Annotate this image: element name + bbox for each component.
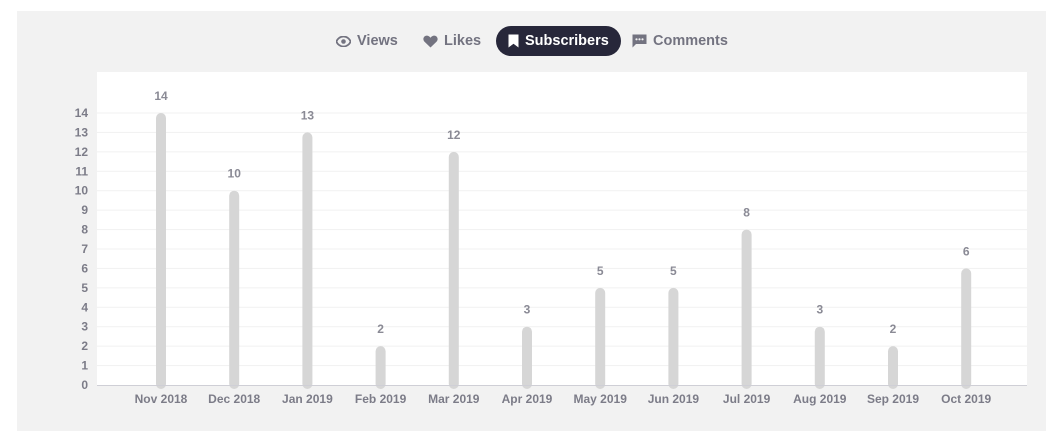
data-label: 5	[597, 264, 604, 278]
bar[interactable]	[595, 287, 606, 389]
y-tick-label: 2	[81, 339, 88, 353]
x-tick-label: Apr 2019	[502, 392, 553, 406]
x-tick-label: Jul 2019	[723, 392, 771, 406]
tab-likes-label: Likes	[444, 33, 482, 49]
y-tick-label: 11	[75, 164, 88, 178]
bookmark-icon	[508, 34, 519, 48]
x-tick-label: Jun 2019	[648, 392, 700, 406]
y-tick-label: 3	[81, 320, 88, 334]
y-tick-label: 6	[81, 261, 88, 275]
data-label: 6	[963, 244, 970, 258]
y-tick-label: 4	[81, 300, 88, 314]
y-tick-label: 10	[75, 184, 89, 198]
bar[interactable]	[448, 151, 459, 389]
x-tick-label: Dec 2018	[208, 392, 260, 406]
heart-icon	[423, 35, 438, 48]
tab-likes[interactable]: Likes	[423, 26, 481, 56]
bars	[156, 113, 972, 389]
bar[interactable]	[156, 113, 166, 389]
data-label: 8	[743, 206, 750, 220]
x-axis-ticks: Nov 2018 Dec 2018 Jan 2019 Feb 2019 Mar 2019…	[135, 392, 992, 406]
y-tick-label: 14	[75, 106, 89, 120]
tab-views-label: Views	[357, 33, 398, 49]
y-tick-label: 0	[81, 378, 88, 392]
comment-icon	[632, 34, 647, 48]
data-label: 2	[890, 322, 897, 336]
bar[interactable]	[814, 326, 825, 389]
x-tick-label: Mar 2019	[428, 392, 480, 406]
y-tick-label: 13	[75, 125, 89, 139]
data-label: 2	[377, 322, 384, 336]
data-label: 10	[228, 167, 242, 181]
data-label: 5	[670, 264, 677, 278]
y-tick-label: 1	[81, 359, 88, 373]
bar[interactable]	[668, 287, 679, 389]
plot-area	[97, 72, 1027, 385]
tab-subscribers[interactable]: Subscribers	[496, 26, 621, 56]
tab-subscribers-label: Subscribers	[525, 33, 609, 49]
tab-comments-label: Comments	[653, 33, 728, 49]
tab-views[interactable]: Views	[336, 26, 398, 56]
bar[interactable]	[741, 229, 752, 389]
eye-icon	[336, 35, 351, 47]
data-label: 3	[816, 303, 823, 317]
x-tick-label: Aug 2019	[793, 392, 847, 406]
data-label: 3	[524, 303, 531, 317]
data-label: 14	[154, 89, 168, 103]
y-tick-label: 12	[75, 145, 89, 159]
gridlines	[97, 112, 1027, 367]
y-tick-label: 9	[81, 203, 88, 217]
x-tick-label: Sep 2019	[867, 392, 919, 406]
tab-comments[interactable]: Comments	[632, 26, 728, 56]
bar[interactable]	[888, 346, 898, 389]
x-tick-label: Feb 2019	[355, 392, 407, 406]
metric-tabs: Views Likes Subscribers Comments	[0, 26, 1062, 56]
x-tick-label: Jan 2019	[282, 392, 333, 406]
x-tick-label: May 2019	[574, 392, 628, 406]
bar[interactable]	[522, 326, 532, 389]
bar[interactable]	[375, 346, 386, 389]
bar[interactable]	[229, 190, 240, 389]
y-tick-label: 5	[81, 281, 88, 295]
y-tick-label: 8	[81, 223, 88, 237]
bar[interactable]	[961, 268, 972, 389]
y-tick-label: 7	[81, 242, 88, 256]
value-labels: 14 10 13 2 12 3 5 5 8 3 2 6	[154, 89, 970, 336]
x-tick-label: Nov 2018	[135, 392, 188, 406]
bar[interactable]	[302, 132, 313, 389]
x-tick-label: Oct 2019	[941, 392, 991, 406]
data-label: 13	[301, 108, 315, 122]
data-label: 12	[447, 128, 461, 142]
